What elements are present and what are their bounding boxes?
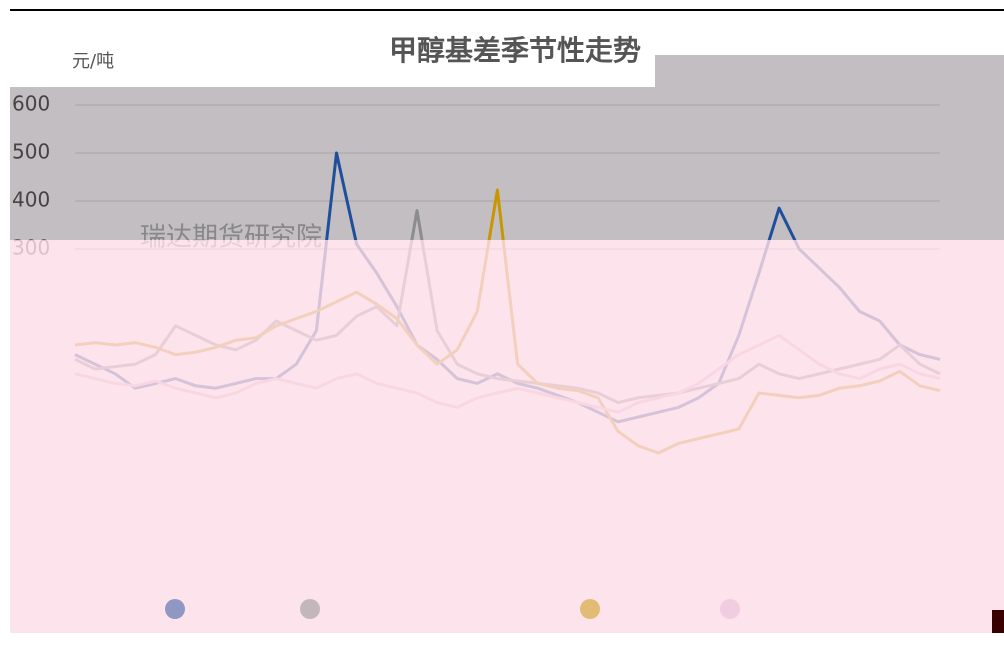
y-tick-label: 400 [12,188,50,212]
y-axis-label: 元/吨 [72,51,114,72]
legend-marker [580,599,600,619]
chart-title: 甲醇基差季节性走势 [389,34,641,67]
y-tick-label: 600 [12,92,50,116]
legend-marker [300,599,320,619]
plot-background [655,55,1004,87]
overlay [10,240,1004,633]
y-tick-label: 500 [12,140,50,164]
legend-marker [720,599,740,619]
corner-block [992,610,1004,633]
plot-background [10,87,1004,240]
legend-marker [165,599,185,619]
